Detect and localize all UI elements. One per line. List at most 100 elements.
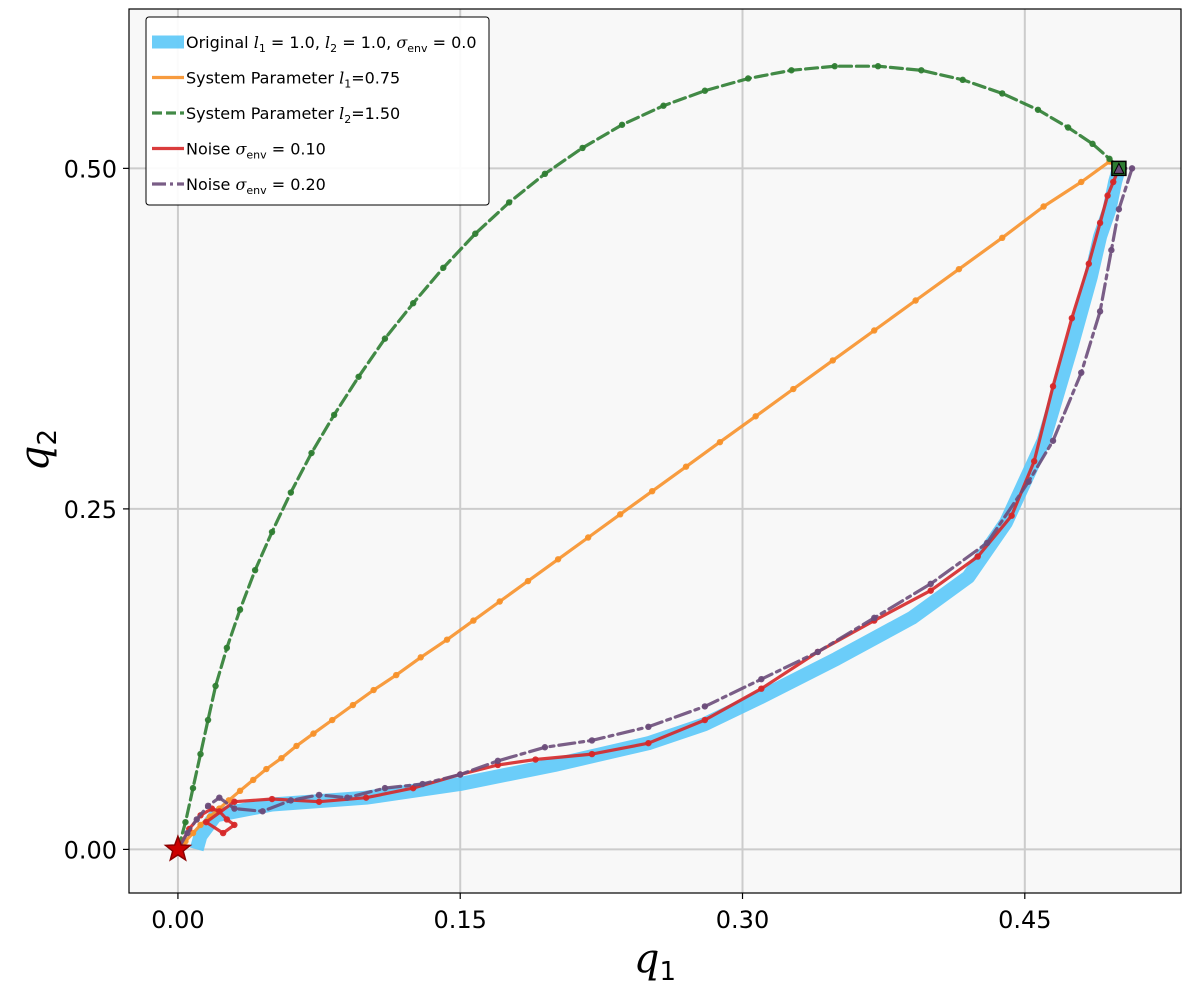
data-point-noise1	[409, 784, 417, 792]
data-point-l1	[829, 357, 837, 364]
data-point-noise1	[645, 739, 652, 747]
start-star-marker	[163, 834, 193, 862]
data-point-l2	[381, 335, 389, 342]
data-point-l1	[293, 742, 300, 750]
data-point-l1	[197, 821, 204, 829]
data-point-noise2	[1078, 369, 1085, 376]
data-point-l2	[182, 818, 189, 826]
data-point-l2	[999, 90, 1006, 97]
legend-label: Original l1 = 1.0, l2 = 1.0, σenv = 0.0	[186, 33, 477, 55]
data-point-noise1	[315, 798, 323, 805]
legend-entry-l1: System Parameter l1=0.75	[152, 69, 400, 91]
data-point-l1	[393, 671, 400, 679]
data-point-noise1	[927, 587, 934, 594]
data-point-l2	[197, 750, 204, 758]
x-tick-label: 0.30	[716, 906, 769, 934]
data-point-l1	[752, 413, 759, 420]
data-point-noise2	[1115, 206, 1123, 213]
plot-frame	[128, 8, 1182, 894]
data-point-noise1	[532, 756, 539, 763]
data-point-l2	[579, 144, 586, 152]
data-point-noise1	[1110, 178, 1117, 186]
data-point-noise2	[1096, 308, 1104, 315]
data-point-l1	[349, 701, 357, 709]
data-point-l1	[370, 686, 377, 694]
series-layer	[174, 63, 1136, 853]
data-point-l2	[409, 300, 417, 307]
data-point-l1	[263, 765, 270, 773]
data-point-noise2	[259, 808, 266, 815]
x-tick-label: 0.45	[998, 906, 1051, 934]
data-point-noise1	[1031, 458, 1038, 465]
legend-label: System Parameter l1=0.75	[186, 69, 400, 91]
axis-ticks: 0.00 0.15 0.30 0.45 0.00 0.25 0.50	[64, 155, 1052, 934]
data-point-l2	[918, 67, 925, 74]
data-point-l2	[287, 489, 295, 496]
legend-entry-original: Original l1 = 1.0, l2 = 1.0, σenv = 0.0	[152, 33, 477, 55]
endpoint-markers	[163, 160, 1127, 862]
data-point-l2	[959, 76, 966, 84]
data-point-l1	[584, 534, 592, 541]
legend: Original l1 = 1.0, l2 = 1.0, σenv = 0.0 S…	[145, 16, 490, 206]
data-point-l2	[1089, 140, 1096, 148]
data-point-noise2	[927, 580, 934, 588]
data-point-l1	[682, 463, 690, 470]
data-point-noise2	[204, 802, 212, 810]
legend-entry-l2: System Parameter l2=1.50	[152, 104, 400, 126]
data-point-noise1	[1068, 314, 1076, 322]
data-point-l2	[874, 63, 882, 70]
data-point-l2	[355, 373, 362, 380]
data-point-noise1	[1085, 260, 1092, 267]
x-tick-label: 0.00	[151, 906, 204, 934]
data-point-l1	[716, 438, 724, 446]
legend-label: Noise σenv = 0.20	[186, 175, 326, 197]
data-point-noise2	[344, 794, 351, 801]
data-point-noise1	[588, 750, 596, 758]
data-point-noise1	[974, 553, 981, 560]
data-point-noise2	[983, 539, 991, 547]
data-point-noise2	[216, 794, 223, 801]
data-point-l1	[616, 511, 624, 518]
y-tick-label: 0.50	[64, 155, 117, 183]
data-point-noise2	[814, 648, 821, 656]
x-tick-label: 0.15	[434, 906, 487, 934]
data-point-l1	[278, 754, 285, 762]
legend-box	[145, 16, 490, 206]
data-point-l2	[660, 102, 667, 109]
data-point-l1	[790, 385, 797, 393]
data-point-l1	[417, 654, 424, 661]
data-point-l2	[505, 199, 513, 206]
data-point-noise2	[457, 771, 464, 778]
data-point-noise2	[193, 816, 200, 823]
data-point-l1	[496, 598, 503, 605]
data-point-l1	[1040, 203, 1047, 210]
data-point-noise1	[202, 818, 210, 826]
data-point-l2	[223, 644, 231, 652]
data-point-l1	[250, 776, 257, 784]
data-point-l1	[999, 234, 1006, 242]
data-point-l1	[955, 265, 963, 273]
data-point-noise2	[231, 805, 238, 812]
data-point-noise1	[362, 794, 370, 801]
data-point-noise2	[1049, 437, 1057, 444]
data-point-noise1	[1049, 383, 1057, 390]
data-point-l1	[189, 829, 197, 837]
data-point-noise1	[758, 685, 765, 692]
series-line-l2	[176, 64, 1121, 852]
legend-entry-noise1: Noise σenv = 0.10	[152, 140, 326, 162]
data-point-noise1	[268, 795, 276, 803]
data-point-noise1	[219, 829, 227, 837]
y-tick-label: 0.25	[64, 496, 117, 524]
data-point-l1	[554, 556, 562, 563]
data-point-l1	[329, 716, 336, 724]
data-point-noise2	[1025, 478, 1032, 485]
data-point-noise1	[216, 808, 223, 815]
data-point-l1	[912, 297, 919, 304]
data-point-l2	[1106, 155, 1113, 163]
data-point-l2	[440, 264, 447, 271]
data-point-l2	[701, 87, 709, 94]
data-point-noise2	[184, 829, 191, 837]
y-tick-label: 0.00	[64, 836, 117, 864]
data-point-noise1	[231, 798, 238, 805]
